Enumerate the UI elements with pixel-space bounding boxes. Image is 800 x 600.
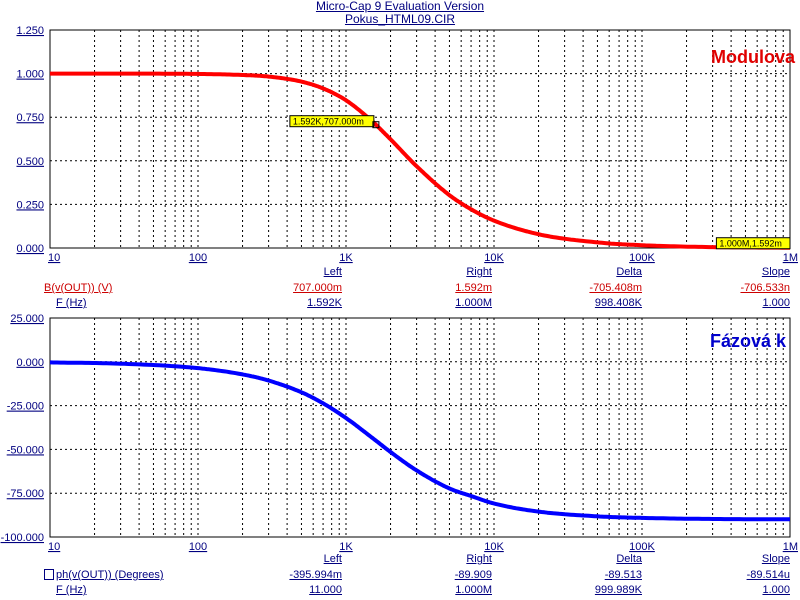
- mag-cursor-slope-value: -706.533n: [740, 282, 790, 294]
- mag-y-tick-label: 1.250: [16, 25, 44, 37]
- ph-plot-frame: [49, 317, 791, 538]
- mag-chart-title: Modulova: [711, 47, 796, 67]
- ph-x-tick-label: 10K: [484, 541, 504, 553]
- mag-x-var-label: F (Hz): [56, 297, 87, 309]
- mag-x-tick-label: 10: [48, 252, 60, 264]
- circuit-file-name: Pokus_HTML09.CIR: [344, 12, 456, 26]
- mag-freq-delta-value: 998.408K: [594, 297, 642, 309]
- mag-freq-right-value: 1.000M: [455, 297, 492, 309]
- mag-cursor-left-value: 707.000m: [293, 282, 342, 294]
- ph-y-tick-label: -75.000: [7, 488, 44, 500]
- mag-freq-slope-value: 1.000: [762, 297, 790, 309]
- mag-x-tick-label: 1K: [339, 252, 353, 264]
- mag-cursor-header-delta: Delta: [616, 266, 642, 278]
- mag-cursor-header-right: Right: [466, 266, 492, 278]
- mag-cursor-tag-box: [715, 237, 791, 250]
- mag-cursor-header-slope: Slope: [761, 266, 790, 278]
- ph-cursor-header-slope: Slope: [761, 553, 790, 565]
- ph-cursor-left-value: -395.994m: [289, 569, 342, 581]
- ph-y-tick-label: 25.000: [10, 313, 44, 325]
- mag-cursor-right-value: 1.592m: [455, 282, 492, 294]
- ph-x-tick-label: 1M: [783, 541, 798, 553]
- ph-cursor-header-right: Right: [466, 553, 492, 565]
- mag-cursor-delta-value: -705.408m: [589, 282, 642, 294]
- mag-x-tick-label: 100K: [629, 252, 655, 264]
- mag-chart: [49, 29, 791, 250]
- mag-y-tick-label: 0.750: [16, 112, 44, 124]
- ph-x-tick-label: 1K: [339, 541, 353, 553]
- ph-cursor-delta-value: -89.513: [604, 569, 642, 581]
- ph-freq-slope-value: 1.000: [762, 584, 790, 596]
- ph-y-tick-label: -50.000: [7, 444, 44, 456]
- mag-y-tick-label: 0.000: [16, 243, 44, 255]
- mag-plot-frame: [49, 29, 791, 249]
- ph-cursor-slope-value: -89.514u: [746, 569, 790, 581]
- ph-chart-title: Fázová k: [710, 331, 787, 351]
- ph-freq-left-value: 11.000: [309, 584, 342, 596]
- ph-x-tick-label: 100K: [629, 541, 655, 553]
- mag-freq-left-value: 1.592K: [307, 297, 342, 309]
- ph-trace-label[interactable]: ph(v(OUT)) (Degrees): [56, 569, 164, 581]
- ph-chart: [49, 317, 791, 538]
- ph-freq-delta-value: 999.989K: [594, 584, 642, 596]
- ph-cursor-right-value: -89.909: [454, 569, 492, 581]
- mag-cursor-marker: [372, 121, 380, 129]
- ph-freq-right-value: 1.000M: [455, 584, 492, 596]
- mag-cursor-tag-text: 1.592K,707.000m: [293, 117, 364, 127]
- ph-y-tick-label: 0.000: [16, 357, 44, 369]
- ph-x-tick-label: 10: [48, 541, 60, 553]
- ph-x-var-label: F (Hz): [56, 584, 87, 596]
- mag-y-tick-label: 1.000: [16, 69, 44, 81]
- mag-x-tick-label: 100: [189, 252, 207, 264]
- ph-cursor-header-left: Left: [323, 553, 342, 565]
- ph-y-tick-label: -25.000: [7, 401, 44, 413]
- mag-x-tick-label: 1M: [783, 252, 798, 264]
- mag-cursor-tag-text: 1.000M,1.592m: [719, 239, 782, 249]
- window-title: Micro-Cap 9 Evaluation Version: [315, 0, 485, 13]
- mag-series-line: [50, 71, 790, 250]
- ph-series-line: [49, 360, 790, 522]
- mag-y-tick-label: 0.250: [16, 199, 44, 211]
- mag-y-tick-label: 0.500: [16, 156, 44, 168]
- ph-y-tick-label: -100.000: [1, 532, 44, 544]
- mag-cursor-header-left: Left: [323, 266, 342, 278]
- mag-trace-label[interactable]: B(v(OUT)) (V): [44, 282, 113, 294]
- mag-x-tick-label: 10K: [484, 252, 504, 264]
- ph-trace-marker-box[interactable]: [44, 569, 54, 580]
- ph-x-tick-label: 100: [189, 541, 207, 553]
- ph-cursor-header-delta: Delta: [616, 553, 642, 565]
